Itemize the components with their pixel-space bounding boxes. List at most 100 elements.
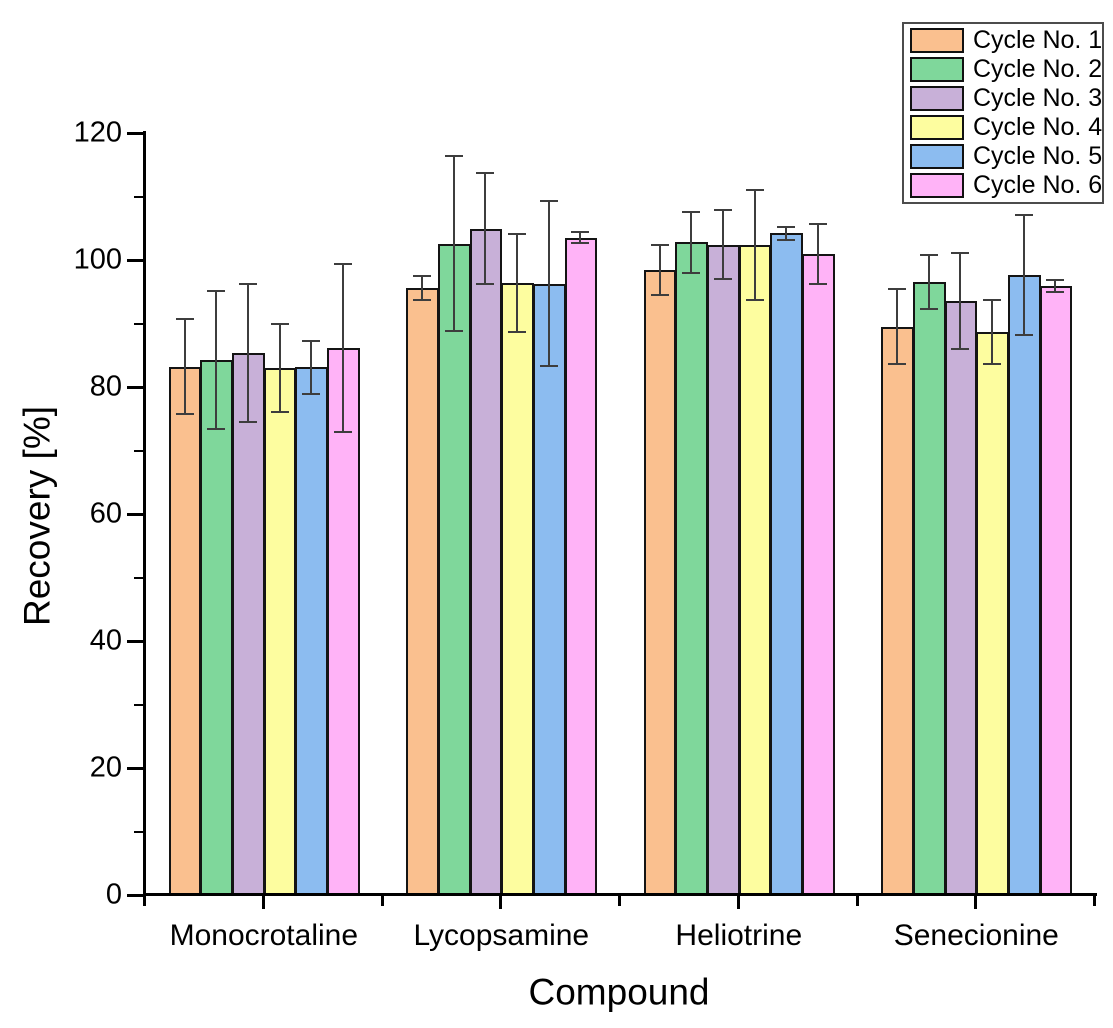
bar-monocrotaline-cycle-1 bbox=[168, 366, 202, 895]
error-bar-cap-bottom bbox=[175, 412, 194, 415]
x-category-tick bbox=[736, 895, 740, 909]
bar-heliotrine-cycle-5 bbox=[770, 233, 804, 895]
error-bar-cap-bottom bbox=[302, 392, 321, 395]
error-bar-cap-bottom bbox=[745, 298, 764, 301]
error-bar-cap-top bbox=[1046, 279, 1065, 282]
y-major-tick bbox=[127, 258, 143, 262]
error-bar-cap-top bbox=[175, 318, 194, 321]
error-bar-line bbox=[1054, 279, 1057, 294]
error-bar-cap-top bbox=[983, 298, 1002, 301]
error-bar-line bbox=[959, 251, 962, 350]
error-bar-cap-bottom bbox=[270, 411, 289, 413]
y-minor-tick bbox=[134, 195, 143, 198]
error-bar-cap-bottom bbox=[650, 293, 669, 296]
error-bar-cap-bottom bbox=[508, 331, 527, 333]
bar-lycopsamine-cycle-1 bbox=[406, 287, 439, 895]
error-bar-line bbox=[246, 282, 249, 423]
legend-swatch bbox=[910, 85, 964, 111]
bar-monocrotaline-cycle-4 bbox=[263, 368, 297, 895]
x-category-tick bbox=[499, 895, 503, 909]
error-bar-cap-bottom bbox=[777, 239, 796, 241]
error-bar-cap-top bbox=[413, 275, 432, 278]
error-bar-line bbox=[753, 188, 756, 301]
error-bar-cap-top bbox=[650, 243, 669, 246]
error-bar-line bbox=[341, 262, 344, 433]
legend-label: Cycle No. 3 bbox=[973, 83, 1103, 112]
y-axis-line bbox=[143, 131, 146, 898]
error-bar-cap-top bbox=[444, 154, 463, 157]
error-bar-line bbox=[991, 298, 994, 365]
x-boundary-tick bbox=[143, 895, 146, 906]
error-bar-cap-top bbox=[682, 210, 701, 213]
bar-heliotrine-cycle-2 bbox=[675, 242, 709, 895]
y-minor-tick bbox=[134, 703, 143, 706]
x-boundary-tick bbox=[1093, 895, 1096, 906]
error-bar-cap-top bbox=[270, 322, 289, 325]
error-bar-line bbox=[183, 318, 186, 415]
bar-lycopsamine-cycle-6 bbox=[564, 237, 598, 895]
legend-label: Cycle No. 6 bbox=[973, 171, 1103, 200]
y-axis-title: Recovery [%] bbox=[16, 405, 58, 627]
bar-senecionine-cycle-1 bbox=[881, 326, 914, 895]
error-bar-line bbox=[547, 200, 550, 367]
bar-senecionine-cycle-5 bbox=[1007, 274, 1041, 895]
error-bar-cap-top bbox=[302, 340, 321, 342]
legend-swatch bbox=[910, 144, 964, 170]
x-boundary-tick bbox=[380, 895, 384, 906]
x-axis-title: Compound bbox=[528, 971, 710, 1013]
error-bar-cap-top bbox=[745, 188, 764, 191]
error-bar-line bbox=[452, 154, 455, 333]
bar-heliotrine-cycle-4 bbox=[738, 244, 772, 895]
error-bar-cap-bottom bbox=[238, 420, 257, 423]
x-boundary-tick bbox=[618, 895, 621, 906]
bar-lycopsamine-cycle-2 bbox=[437, 243, 471, 895]
error-bar-line bbox=[927, 253, 930, 310]
y-tick-label: 80 bbox=[89, 370, 122, 403]
bar-monocrotaline-cycle-3 bbox=[232, 352, 265, 895]
bar-monocrotaline-cycle-5 bbox=[295, 367, 329, 895]
x-category-label-lycopsamine: Lycopsamine bbox=[413, 919, 590, 952]
legend-swatch bbox=[910, 173, 964, 199]
y-tick-label: 120 bbox=[73, 116, 122, 149]
y-tick-label: 40 bbox=[89, 624, 122, 657]
error-bar-cap-top bbox=[238, 282, 257, 285]
bar-heliotrine-cycle-1 bbox=[643, 269, 677, 895]
y-minor-tick bbox=[134, 449, 143, 452]
error-bar-cap-top bbox=[539, 200, 558, 203]
bar-heliotrine-cycle-3 bbox=[707, 244, 740, 895]
error-bar-cap-bottom bbox=[571, 242, 590, 245]
y-tick-label: 0 bbox=[105, 878, 122, 911]
y-tick-label: 100 bbox=[73, 243, 122, 276]
error-bar-cap-top bbox=[919, 253, 938, 256]
legend-item: Cycle No. 1 bbox=[904, 26, 1102, 54]
error-bar-cap-bottom bbox=[476, 283, 495, 286]
bar-heliotrine-cycle-6 bbox=[802, 254, 835, 895]
y-major-tick bbox=[127, 512, 143, 516]
y-tick-label: 60 bbox=[89, 497, 122, 530]
error-bar-cap-top bbox=[777, 225, 796, 228]
error-bar-cap-top bbox=[207, 289, 226, 292]
x-category-tick bbox=[974, 895, 978, 909]
bar-monocrotaline-cycle-2 bbox=[200, 359, 234, 895]
legend-swatch bbox=[910, 56, 964, 82]
error-bar-line bbox=[579, 231, 582, 245]
error-bar-cap-top bbox=[713, 209, 732, 212]
error-bar-cap-top bbox=[888, 287, 907, 290]
y-major-tick bbox=[127, 385, 143, 389]
error-bar-cap-bottom bbox=[919, 307, 938, 310]
legend: Cycle No. 1 Cycle No. 2 Cycle No. 3 Cycle N… bbox=[902, 22, 1104, 204]
error-bar-line bbox=[278, 322, 281, 414]
bar-senecionine-cycle-2 bbox=[912, 281, 946, 895]
y-tick-label: 20 bbox=[89, 751, 122, 784]
bar-senecionine-cycle-3 bbox=[944, 300, 978, 895]
error-bar-line bbox=[421, 275, 424, 301]
legend-item: Cycle No. 6 bbox=[904, 171, 1103, 200]
error-bar-cap-bottom bbox=[713, 278, 732, 281]
x-category-label-heliotrine: Heliotrine bbox=[675, 919, 803, 952]
x-axis-line bbox=[143, 893, 1097, 896]
error-bar-line bbox=[310, 340, 313, 395]
error-bar-cap-bottom bbox=[444, 330, 463, 333]
y-minor-tick bbox=[134, 322, 143, 325]
